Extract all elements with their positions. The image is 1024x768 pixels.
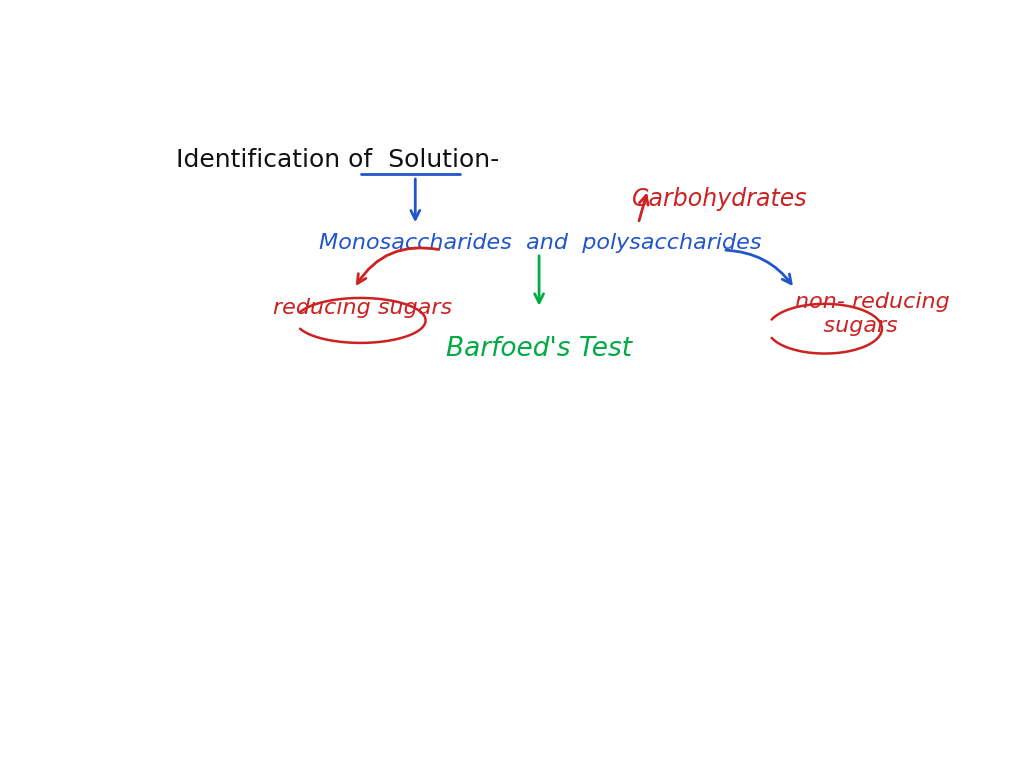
Text: Monosaccharides  and  polysaccharides: Monosaccharides and polysaccharides [319, 233, 762, 253]
Text: Carbohydrates: Carbohydrates [632, 187, 807, 210]
Text: Barfoed's Test: Barfoed's Test [446, 336, 632, 362]
Text: reducing sugars: reducing sugars [272, 298, 452, 318]
Text: Identification of  Solution-: Identification of Solution- [176, 148, 499, 172]
Text: non- reducing
    sugars: non- reducing sugars [795, 293, 949, 336]
